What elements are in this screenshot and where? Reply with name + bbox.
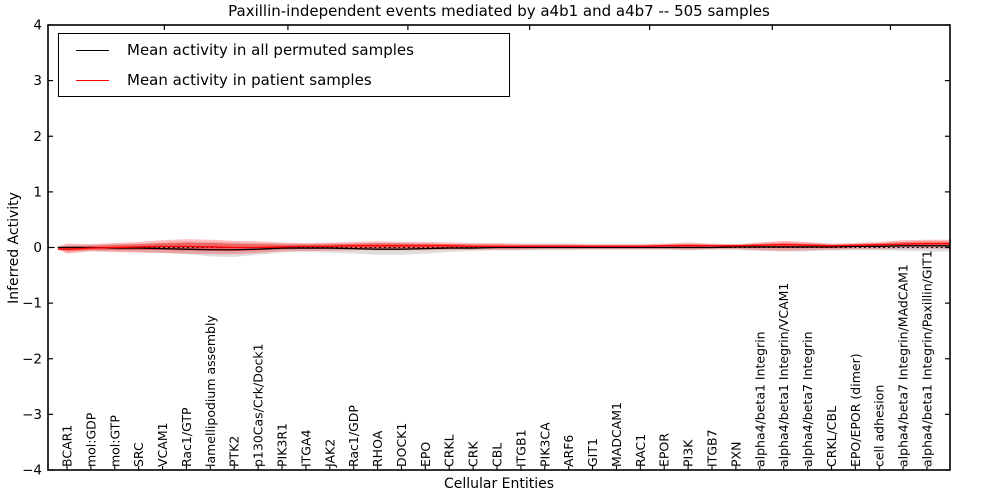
permuted-line-swatch (76, 49, 109, 51)
x-tick-label: ITGA4 (298, 429, 313, 467)
x-tick-label: GIT1 (585, 438, 600, 467)
y-axis-label: Inferred Activity (6, 192, 22, 304)
y-tick-label: 0 (33, 240, 42, 256)
x-tick-label: SRC (131, 442, 146, 467)
x-tick-label: ITGB7 (705, 429, 720, 467)
x-tick-label: alpha4/beta1 Integrin (752, 331, 767, 467)
x-tick-label: CBL (490, 443, 505, 467)
x-tick-label: p130Cas/Crk/Dock1 (251, 343, 266, 467)
y-tick-label: 1 (33, 184, 42, 200)
x-tick-label: alpha4/beta1 Integrin/VCAM1 (776, 283, 791, 467)
y-tick-label: −1 (22, 296, 42, 312)
x-tick-label: BCAR1 (60, 425, 75, 467)
x-tick-label: mol:GTP (107, 415, 122, 467)
x-tick-label: alpha4/beta7 Integrin (800, 331, 815, 467)
legend-label-patient: Mean activity in patient samples (127, 71, 372, 89)
x-tick-label: PTK2 (227, 436, 242, 467)
x-tick-label: ITGB1 (513, 429, 528, 467)
x-tick-label: DOCK1 (394, 423, 409, 467)
patient-line-swatch (76, 79, 109, 81)
x-tick-label: PI3K (681, 439, 696, 467)
x-tick-label: alpha4/beta7 Integrin/MAdCAM1 (896, 264, 911, 467)
x-tick-label: Rac1/GDP (346, 405, 361, 467)
y-tick-label: −3 (22, 407, 42, 423)
x-tick-label: EPO/EPOR (dimer) (848, 353, 863, 467)
x-tick-label: PXN (728, 442, 743, 467)
x-tick-label: RHOA (370, 430, 385, 467)
x-tick-label: Rac1/GTP (179, 407, 194, 467)
x-axis-label: Cellular Entities (443, 476, 555, 492)
y-tick-label: 4 (33, 18, 42, 34)
x-tick-label: PIK3CA (537, 422, 552, 467)
patient-mean-line (58, 242, 950, 250)
x-tick-label: VCAM1 (155, 422, 170, 467)
x-tick-label: lamellipodium assembly (203, 315, 218, 467)
x-tick-label: mol:GDP (83, 412, 98, 467)
legend-box: Mean activity in all permuted samples Me… (58, 33, 510, 97)
x-tick-label: EPO (418, 442, 433, 467)
permuted-mean-line (58, 245, 950, 251)
x-tick-label: JAK2 (322, 439, 337, 468)
x-tick-label: cell adhesion (872, 385, 887, 467)
x-tick-label: RAC1 (633, 434, 648, 467)
x-tick-label: CRKL (442, 434, 457, 467)
legend-entry-patient: Mean activity in patient samples (59, 67, 509, 93)
x-tick-label: EPOR (657, 433, 672, 467)
chart-title: Paxillin-independent events mediated by … (228, 2, 770, 20)
x-tick-label: MADCAM1 (609, 402, 624, 467)
x-tick-label: CRKL/CBL (824, 406, 839, 467)
x-tick-label: alpha4/beta1 Integrin/Paxillin/GIT1 (920, 250, 935, 467)
legend-label-permuted: Mean activity in all permuted samples (127, 41, 414, 59)
x-tick-label: PIK3R1 (275, 423, 290, 467)
y-tick-label: −4 (22, 463, 42, 479)
x-tick-label: CRK (466, 441, 481, 467)
y-tick-label: 2 (33, 129, 42, 145)
x-tick-label: ARF6 (561, 435, 576, 467)
y-tick-label: 3 (33, 73, 42, 89)
legend-entry-permuted: Mean activity in all permuted samples (59, 37, 509, 63)
y-tick-label: −2 (22, 351, 42, 367)
